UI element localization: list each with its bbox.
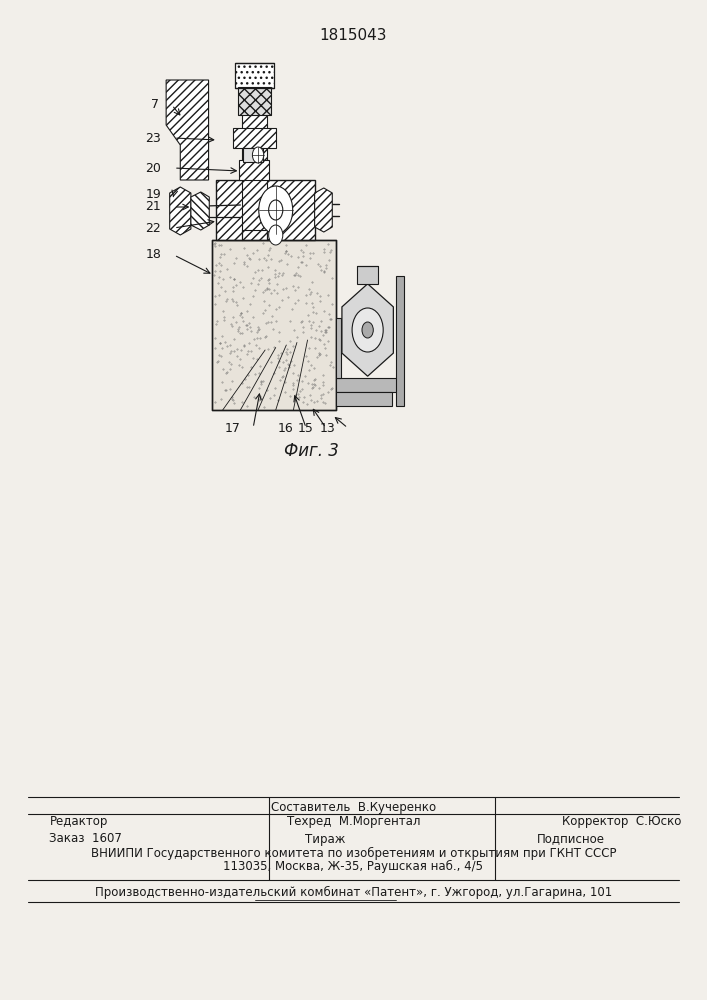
Bar <box>243 148 263 162</box>
Polygon shape <box>342 284 393 376</box>
Bar <box>235 63 274 88</box>
Bar <box>336 378 403 392</box>
Circle shape <box>269 225 283 245</box>
Text: 23: 23 <box>146 131 161 144</box>
Bar <box>233 128 276 148</box>
Bar <box>396 276 404 406</box>
Text: 22: 22 <box>146 222 161 234</box>
Polygon shape <box>315 188 332 232</box>
Text: ВНИИПИ Государственного комитета по изобретениям и открытиям при ГКНТ СССР: ВНИИПИ Государственного комитета по изоб… <box>90 846 617 860</box>
Text: Фиг. 3: Фиг. 3 <box>284 442 339 460</box>
Text: 19: 19 <box>146 188 161 200</box>
Bar <box>357 266 378 284</box>
Text: 21: 21 <box>146 200 161 214</box>
Circle shape <box>352 308 383 352</box>
Text: 13: 13 <box>320 422 335 434</box>
Text: Корректор  С.Юско: Корректор С.Юско <box>563 816 682 828</box>
Circle shape <box>269 200 283 220</box>
Text: 7: 7 <box>151 99 159 111</box>
Text: Подписное: Подписное <box>537 832 605 846</box>
Text: 15: 15 <box>298 422 313 434</box>
Polygon shape <box>170 187 191 235</box>
Text: 18: 18 <box>146 248 161 261</box>
Text: 113035, Москва, Ж-35, Раушская наб., 4/5: 113035, Москва, Ж-35, Раушская наб., 4/5 <box>223 859 484 873</box>
Bar <box>242 75 267 230</box>
Circle shape <box>362 322 373 338</box>
Text: 16: 16 <box>278 422 293 434</box>
Bar <box>216 180 315 240</box>
Text: Производственно-издательский комбинат «Патент», г. Ужгород, ул.Гагарина, 101: Производственно-издательский комбинат «П… <box>95 885 612 899</box>
Bar <box>238 87 271 115</box>
Text: Заказ  1607: Заказ 1607 <box>49 832 122 846</box>
Text: Составитель  В.Кучеренко: Составитель В.Кучеренко <box>271 800 436 814</box>
Bar <box>336 392 392 406</box>
Polygon shape <box>191 192 209 230</box>
Text: Техред  М.Моргентал: Техред М.Моргентал <box>287 816 420 828</box>
Text: Тираж: Тираж <box>305 832 346 846</box>
Bar <box>239 160 269 180</box>
Circle shape <box>259 186 293 234</box>
Circle shape <box>252 147 264 163</box>
Text: 17: 17 <box>225 422 240 434</box>
Text: 20: 20 <box>146 161 161 174</box>
Polygon shape <box>166 80 209 180</box>
Bar <box>212 240 336 410</box>
Bar <box>336 318 341 378</box>
Text: 1815043: 1815043 <box>320 28 387 43</box>
Text: Редактор: Редактор <box>49 816 108 828</box>
